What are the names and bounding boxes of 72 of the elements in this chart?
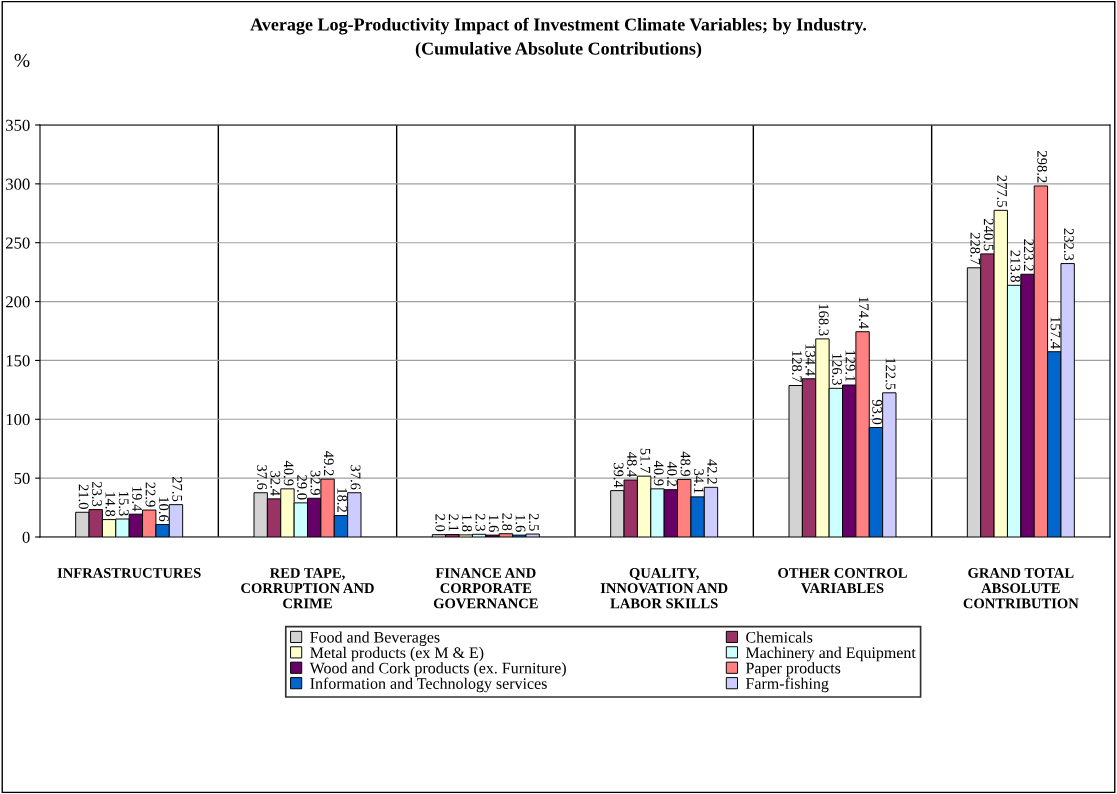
data-label: 51.7 <box>640 448 651 473</box>
legend-label: Food and Beverages <box>310 631 440 646</box>
chart-title: Average Log-Productivity Impact of Investment Climate Variables; by Industry. (Cumulative Absolute Contributions) <box>250 17 867 59</box>
y-tick-label: 50 <box>14 472 30 485</box>
legend-label: Machinery and Equipment <box>745 646 916 662</box>
data-label: 122.5 <box>885 358 896 390</box>
data-label: 134.4 <box>805 344 816 376</box>
data-label: 14.8 <box>105 492 116 517</box>
data-label: 174.4 <box>858 297 869 329</box>
data-label: 240.5 <box>983 218 994 251</box>
data-label: 10.6 <box>158 497 169 522</box>
data-label: 213.8 <box>1010 250 1021 282</box>
data-label: 15.3 <box>118 491 129 516</box>
y-tick-label: 200 <box>6 296 30 308</box>
legend-label: Information and Technology services <box>310 677 547 693</box>
data-label: 32.9 <box>310 470 321 495</box>
data-label: 34.1 <box>693 469 704 494</box>
x-tick-label: INFRASTRUCTURES <box>57 568 201 578</box>
data-label: 1.6 <box>488 515 499 532</box>
data-label: 21.0 <box>78 484 89 509</box>
data-label: 2.8 <box>502 513 513 531</box>
data-label: 232.3 <box>1063 228 1074 261</box>
y-tick-label: 150 <box>6 355 30 367</box>
data-label: 49.2 <box>323 451 334 476</box>
data-label: 2.3 <box>475 513 486 531</box>
data-label: 168.3 <box>818 304 829 336</box>
x-tick-label: RED TAPE, CORRUPTION AND CRIME <box>241 568 374 609</box>
data-label: 1.8 <box>462 515 472 532</box>
y-tick-label: 100 <box>6 413 30 426</box>
data-label: 1.6 <box>515 515 526 532</box>
data-label: 2.1 <box>448 514 459 531</box>
data-label: 2.0 <box>435 514 446 532</box>
legend-label: Farm-fishing <box>745 677 829 693</box>
data-label: 223.2 <box>1023 239 1034 271</box>
data-label: 19.4 <box>132 487 142 512</box>
data-label: 129.1 <box>845 350 856 382</box>
data-label: 42.2 <box>707 459 718 484</box>
data-label: 93.0 <box>872 399 883 425</box>
data-label: 39.4 <box>613 463 624 488</box>
data-label: 128.7 <box>791 351 802 383</box>
y-tick-label: 350 <box>6 119 30 131</box>
data-label: 48.9 <box>680 451 691 477</box>
data-label: 228.7 <box>970 232 981 265</box>
data-label: 29.0 <box>297 475 307 500</box>
data-label: 40.9 <box>283 460 294 486</box>
legend-label: Wood and Cork products (ex. Furniture) <box>309 662 566 677</box>
data-label: 22.9 <box>145 482 156 507</box>
y-tick-label: 250 <box>6 237 30 249</box>
x-tick-label: FINANCE AND CORPORATE GOVERNANCE <box>433 568 538 609</box>
data-label: 40.9 <box>653 460 664 486</box>
data-label: 277.5 <box>997 175 1007 207</box>
x-tick-label: GRAND TOTAL ABSOLUTE CONTRIBUTION <box>963 568 1079 609</box>
legend-label: Metal products (ex M & E) <box>310 646 484 662</box>
x-tick-label: QUALITY, INNOVATION AND LABOR SKILLS <box>600 568 728 609</box>
legend-label: Chemicals <box>746 631 813 643</box>
y-tick-label: 300 <box>6 178 30 190</box>
data-label: 126.3 <box>832 354 842 385</box>
y-tick-label: 0 <box>22 531 30 543</box>
data-label: 48.4 <box>627 452 637 478</box>
legend-label: Paper products <box>745 662 841 677</box>
data-label: 37.6 <box>256 465 267 490</box>
x-tick-label: OTHER CONTROL VARIABLES <box>778 568 907 594</box>
data-label: 157.4 <box>1050 317 1061 349</box>
data-label: 37.6 <box>350 465 361 490</box>
data-label: 2.5 <box>528 513 539 531</box>
data-label: 298.2 <box>1037 151 1048 183</box>
data-label: 32.4 <box>270 471 281 496</box>
data-label: 40.2 <box>667 461 678 487</box>
data-label: 18.2 <box>337 488 348 512</box>
data-label: 27.5 <box>172 476 183 502</box>
y-axis-title: % <box>14 53 30 67</box>
data-label: 23.3 <box>92 481 102 507</box>
